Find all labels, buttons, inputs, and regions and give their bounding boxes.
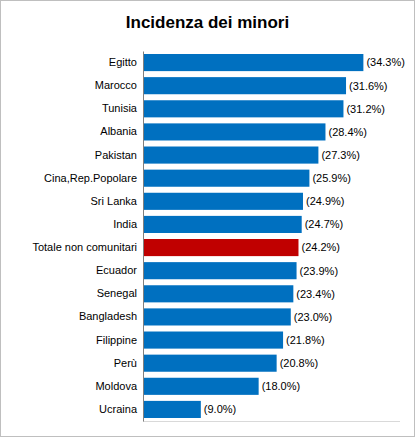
tick: Ucraina	[99, 403, 143, 415]
bar	[143, 355, 277, 372]
tick-label: Totale non comunitari	[32, 241, 137, 253]
tick-label: Tunisia	[102, 102, 138, 114]
tick-label: Bangladesh	[79, 310, 137, 322]
data-label: (21.8%)	[286, 334, 325, 346]
tick: Tunisia	[102, 102, 143, 114]
data-label: (31.2%)	[346, 103, 385, 115]
bar	[143, 378, 259, 395]
tick: Egitto	[109, 56, 143, 68]
bar	[143, 332, 283, 349]
data-label: (24.9%)	[306, 195, 345, 207]
tick: Totale non comunitari	[32, 241, 143, 253]
data-label: (28.4%)	[328, 126, 367, 138]
tick: Ecuador	[96, 264, 143, 276]
tick-label: Senegal	[97, 287, 137, 299]
chart-frame	[1, 1, 415, 437]
tick: Senegal	[97, 287, 143, 299]
bar	[143, 77, 346, 94]
bar	[143, 54, 363, 71]
y-axis-line	[143, 52, 144, 422]
title: Incidenza dei minori	[126, 13, 289, 32]
x-axis-line	[143, 421, 400, 422]
data-labels: (34.3%) (31.6%) (31.2%) (28.4%) (27.3%) (25.9…	[204, 56, 405, 415]
tick-label: Ucraina	[99, 403, 138, 415]
tick: Sri Lanka	[91, 195, 143, 207]
tick-label: Ecuador	[96, 264, 137, 276]
tick-label: Cina,Rep.Popolare	[44, 172, 137, 184]
tick-label: Sri Lanka	[91, 195, 138, 207]
bar	[143, 401, 201, 418]
bar	[143, 262, 297, 279]
bar	[143, 193, 303, 210]
data-label: (34.3%)	[366, 56, 405, 68]
plot: Egitto Marocco Tunisia Albania Pakistan Cina,…	[32, 52, 404, 422]
tick-label: Egitto	[109, 56, 137, 68]
data-label: (23.9%)	[300, 265, 339, 277]
tick: Bangladesh	[79, 310, 143, 322]
tick: Perù	[114, 357, 143, 369]
bar	[143, 147, 318, 164]
tick: Albania	[100, 125, 143, 137]
data-label: (27.3%)	[321, 149, 360, 161]
data-label: (23.4%)	[296, 288, 335, 300]
y-axis: Egitto Marocco Tunisia Albania Pakistan Cina,…	[32, 52, 143, 422]
bar	[143, 239, 298, 256]
tick: Marocco	[95, 79, 143, 91]
data-label: (24.7%)	[305, 218, 344, 230]
tick: Moldova	[95, 380, 143, 392]
data-label: (18.0%)	[262, 380, 301, 392]
tick: Filippine	[96, 334, 143, 346]
bar	[143, 308, 291, 325]
data-label: (20.8%)	[280, 357, 319, 369]
data-label: (23.0%)	[294, 311, 333, 323]
data-label: (24.2%)	[301, 241, 340, 253]
tick-label: Moldova	[95, 380, 137, 392]
tick: India	[113, 218, 143, 230]
bar	[143, 285, 293, 302]
tick-label: Pakistan	[95, 149, 137, 161]
data-label: (31.6%)	[349, 80, 388, 92]
data-label: (25.9%)	[312, 172, 351, 184]
bars	[143, 54, 363, 418]
tick-label: Marocco	[95, 79, 137, 91]
tick-label: India	[113, 218, 138, 230]
bar	[143, 100, 343, 117]
bar	[143, 216, 302, 233]
tick-label: Filippine	[96, 334, 137, 346]
tick: Pakistan	[95, 149, 143, 161]
bar	[143, 123, 325, 140]
tick-label: Albania	[100, 125, 138, 137]
tick-label: Perù	[114, 357, 137, 369]
bar	[143, 170, 309, 187]
chart: Incidenza dei minori Egitto Marocco Tunisia…	[0, 0, 415, 437]
data-label: (9.0%)	[204, 403, 236, 415]
tick: Cina,Rep.Popolare	[44, 172, 143, 184]
